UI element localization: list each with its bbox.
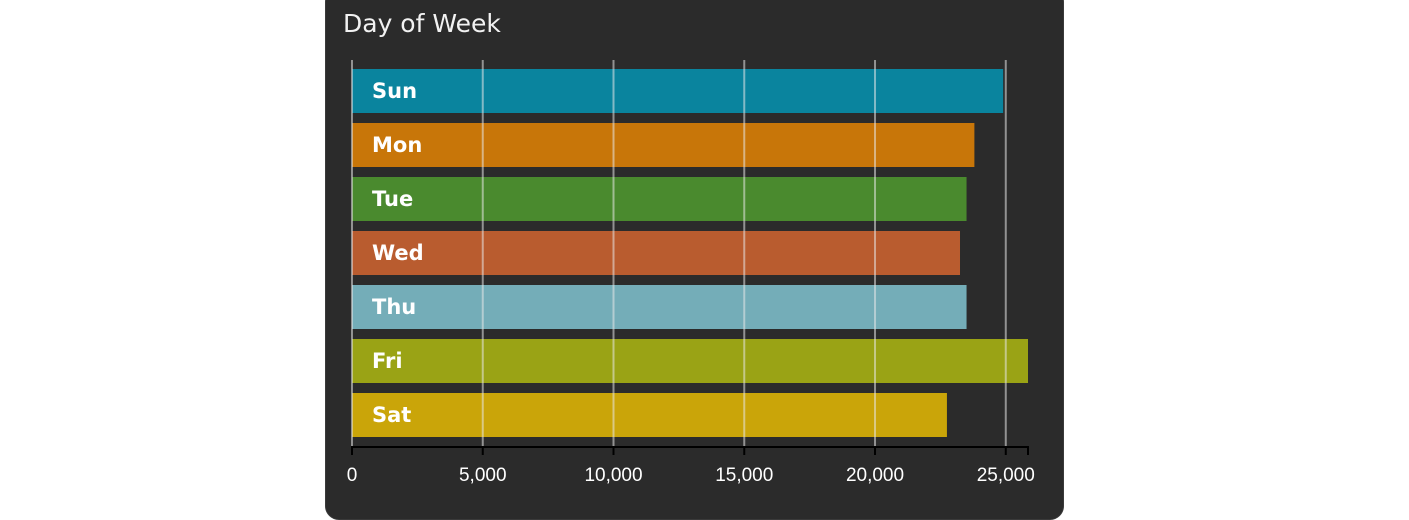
bars: Sun Mon Tue Wed Thu Fri Sat [352,69,1028,437]
bar-label-wed: Wed [372,241,424,265]
panel-title: Day of Week [343,9,501,38]
x-tick-label-3: 15,000 [715,465,773,486]
bar-label-mon: Mon [372,133,422,157]
bar-sat [352,393,947,437]
x-tick-label-0: 0 [347,465,358,486]
bar-label-fri: Fri [372,349,403,373]
bar-label-sat: Sat [372,403,411,427]
bar-wed [352,231,961,275]
x-tick-label-5: 25,000 [977,465,1035,486]
x-axis: 0 5,000 10,000 15,000 20,000 25,000 [347,446,1035,486]
x-tick-label-2: 10,000 [584,465,642,486]
bar-fri [352,339,1028,383]
bar-sun [352,69,1004,113]
bar-mon [352,123,975,167]
gridlines [351,60,1007,447]
bar-thu [352,285,967,329]
bar-label-thu: Thu [372,295,416,319]
x-tick-label-4: 20,000 [846,465,904,486]
bar-label-tue: Tue [372,187,413,211]
x-tick-label-1: 5,000 [459,465,507,486]
bar-label-sun: Sun [372,79,417,103]
bar-tue [352,177,967,221]
